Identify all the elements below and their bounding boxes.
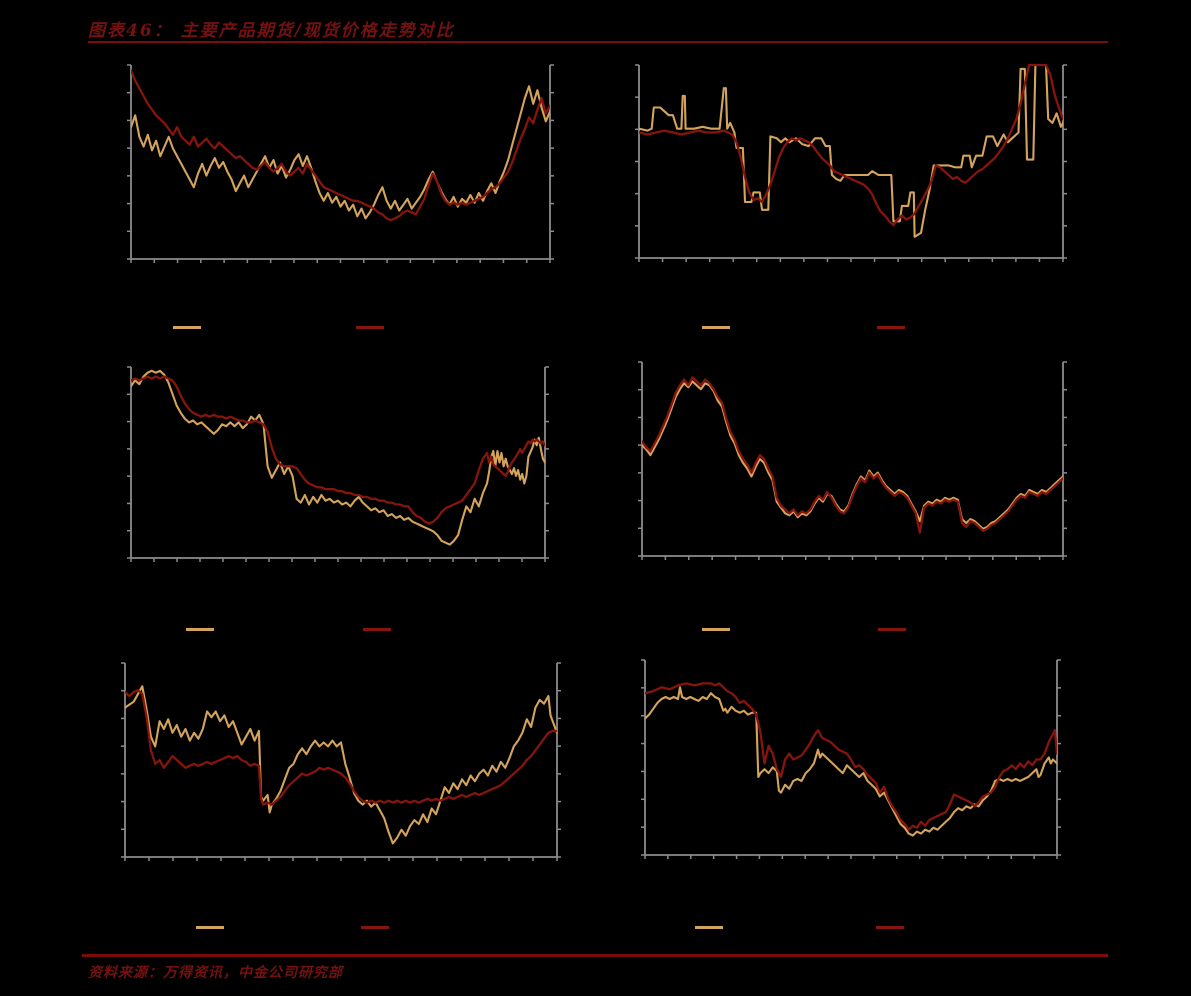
- footer-rule: [82, 954, 1108, 957]
- chart-canvas-top-right: [635, 63, 1067, 262]
- chart-canvas-bottom-left: [121, 662, 561, 861]
- legend-darkred-swatch: [361, 926, 389, 929]
- legend-darkred-swatch: [878, 628, 906, 631]
- legend-tan-swatch: [173, 326, 201, 329]
- chart-canvas-middle-left: [127, 366, 549, 562]
- legend-darkred-swatch: [363, 628, 391, 631]
- chart-canvas-bottom-right: [641, 659, 1061, 859]
- legend-darkred-swatch: [877, 326, 905, 329]
- figure-title: 图表46： 主要产品期货/现货价格走势对比: [88, 21, 455, 41]
- legend-tan-swatch: [186, 628, 214, 631]
- chart-canvas-top-left: [127, 64, 554, 263]
- legend-tan-swatch: [196, 926, 224, 929]
- legend-tan-swatch: [702, 628, 730, 631]
- legend-darkred-swatch: [356, 326, 384, 329]
- title-underline-rule: [88, 41, 1108, 43]
- source-note: 资料来源：万得资讯，中金公司研究部: [88, 965, 343, 981]
- legend-tan-swatch: [702, 326, 730, 329]
- legend-darkred-swatch: [876, 926, 904, 929]
- legend-tan-swatch: [695, 926, 723, 929]
- chart-canvas-middle-right: [638, 361, 1067, 560]
